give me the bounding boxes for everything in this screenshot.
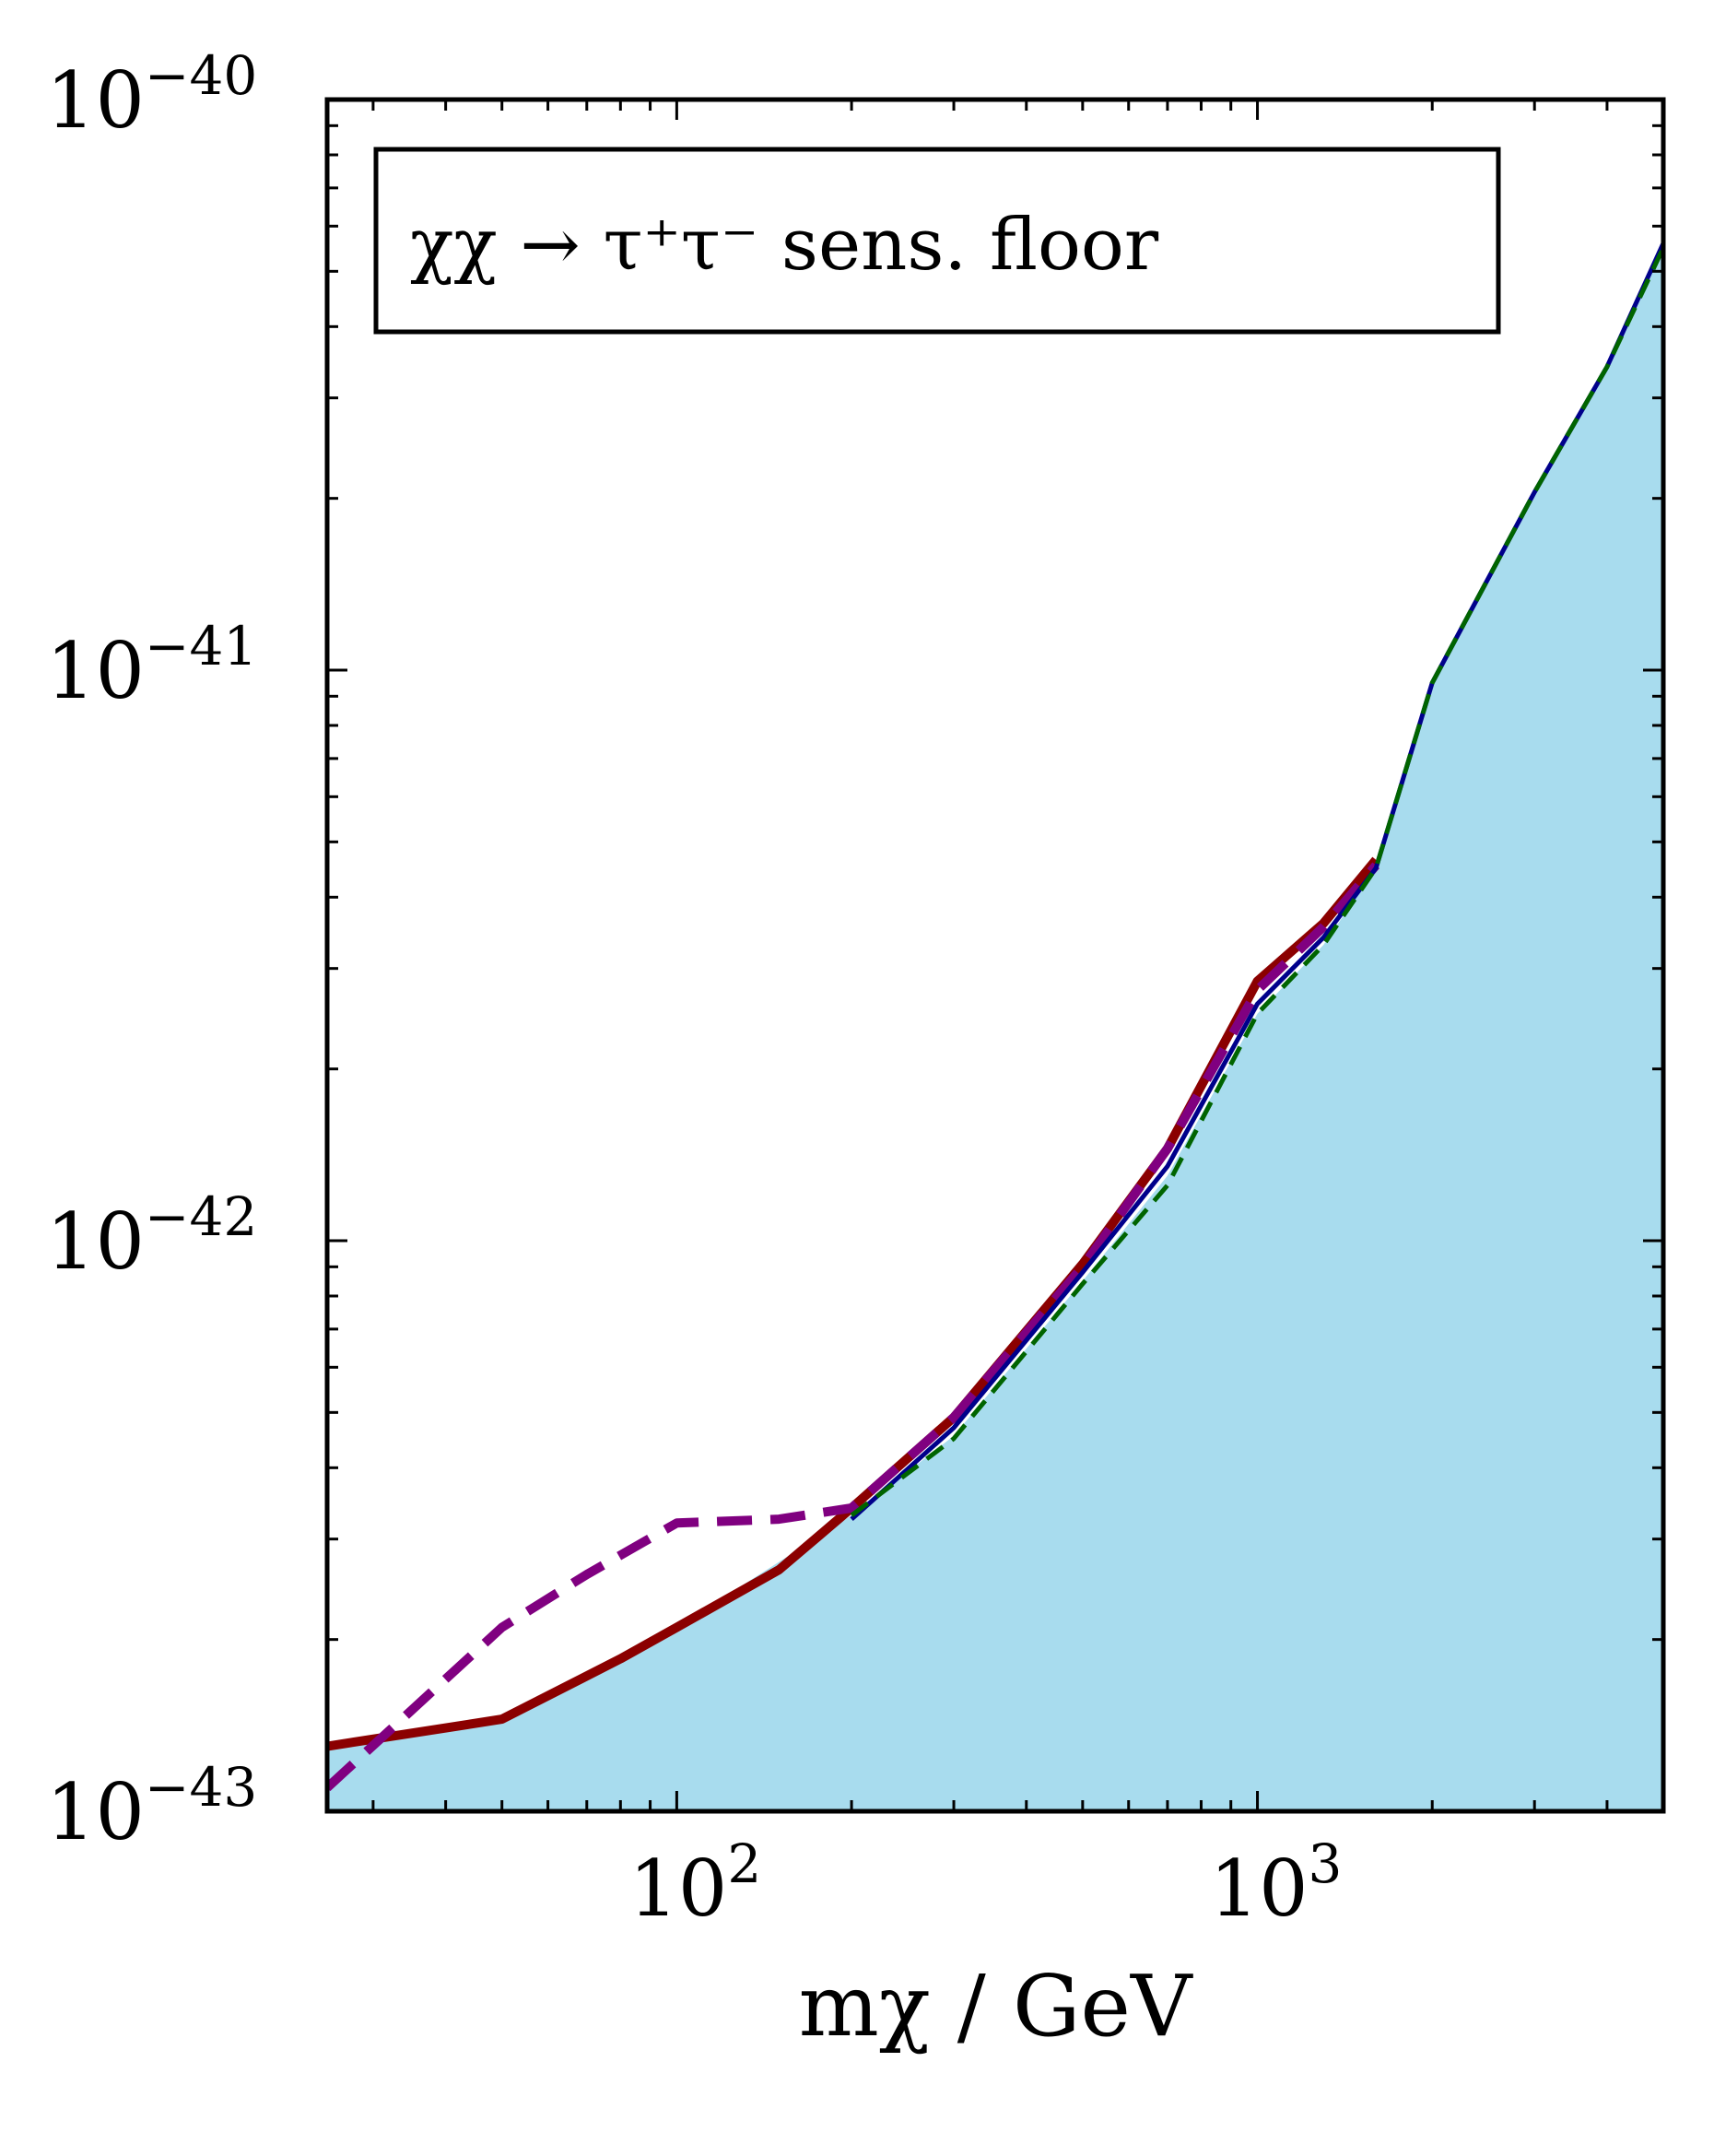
plot-frame xyxy=(324,97,1666,1814)
x-tick-label: 103 xyxy=(1210,1832,1343,1934)
tick-labels: 102 103 10−43 10−42 10−41 10−40 xyxy=(46,44,1342,1934)
plot-content xyxy=(327,242,1663,1811)
y-tick-label: 10−41 xyxy=(46,615,257,716)
x-tick-label: 102 xyxy=(628,1832,761,1934)
series-line-2 xyxy=(327,862,1380,1792)
legend-box: χχ → τ⁺τ⁻ sens. floor xyxy=(373,147,1501,335)
legend-text: χχ → τ⁺τ⁻ sens. floor xyxy=(410,204,1159,287)
series-line-1 xyxy=(327,856,1380,1751)
x-axis-label: mχ / GeV xyxy=(799,1957,1193,2056)
y-tick-label: 10−43 xyxy=(46,1756,257,1857)
axis-ticks xyxy=(327,100,1665,1813)
legend-frame xyxy=(373,147,1501,335)
y-tick-label: 10−40 xyxy=(46,44,257,146)
y-tick-label: 10−42 xyxy=(46,1185,257,1287)
series-area-0 xyxy=(327,242,1663,1811)
series-line-4 xyxy=(850,246,1663,1517)
